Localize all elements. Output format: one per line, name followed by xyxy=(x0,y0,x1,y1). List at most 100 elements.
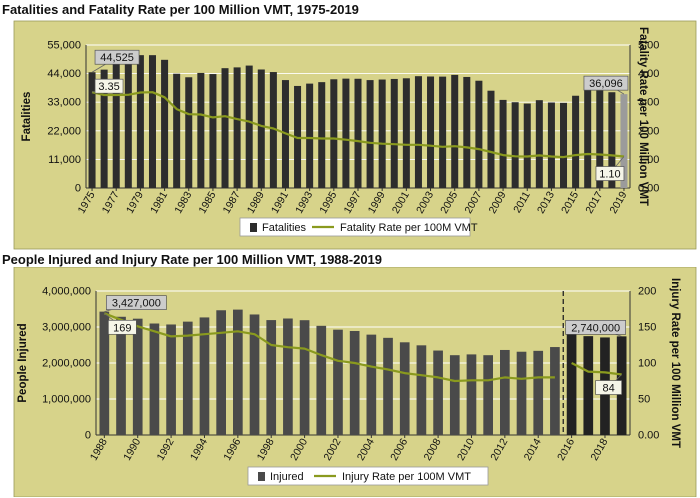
chart-2-y2-tick-label: 150 xyxy=(638,322,656,334)
chart-2-callout-box xyxy=(595,380,623,395)
chart-1-rate-line xyxy=(91,91,625,159)
chart-1-bar xyxy=(523,103,531,188)
chart-1-bar xyxy=(100,69,108,188)
chart-2-bar xyxy=(116,316,126,435)
chart-1-bar xyxy=(257,69,265,188)
chart-1-bar xyxy=(185,77,193,188)
chart-2-injuries: 0 1,000,000 2,000,000 3,000,000 4,000,000 0.0… xyxy=(13,267,697,497)
chart-2-callout-label: 169 xyxy=(113,322,131,334)
chart-1-callout-label: 36,096 xyxy=(589,78,623,90)
chart-2-callout-label: 2,740,000 xyxy=(571,322,620,334)
chart-2-bar xyxy=(166,324,176,435)
chart-1-y-tick-label: 44,000 xyxy=(47,68,81,80)
chart-1-bar xyxy=(161,59,169,188)
chart-1-bar xyxy=(366,80,374,188)
chart-1-y-axis-title: Fatalities xyxy=(21,92,33,142)
chart-1-legend-bar-swatch xyxy=(250,223,257,232)
chart-2-title: People Injured and Injury Rate per 100 M… xyxy=(2,252,383,267)
chart-1-bar xyxy=(124,57,132,188)
chart-2-bar xyxy=(383,337,393,435)
chart-1-y2-tick-label: 0.00 xyxy=(638,183,659,195)
chart-1-bar xyxy=(547,102,555,188)
chart-1-bar xyxy=(572,95,580,188)
chart-2-bar xyxy=(500,349,510,435)
chart-2-legend-bar-label: Injured xyxy=(270,471,304,483)
chart-1-bar xyxy=(233,67,241,188)
chart-1-bar xyxy=(511,102,519,188)
chart-1-bar xyxy=(88,72,96,188)
chart-2-legend-box xyxy=(247,466,489,486)
chart-2-legend-line-label: Injury Rate per 100M VMT xyxy=(342,471,471,483)
chart-1-callout-box xyxy=(583,75,629,91)
chart-2-y-axis-title: People Injured xyxy=(17,323,29,402)
chart-1-y2-axis-title: Fatality Rate per 100 Million VMT xyxy=(637,27,649,206)
chart-2-bar xyxy=(182,321,193,435)
chart-1-bar xyxy=(378,79,386,188)
chart-1-y2-tick-label: 4.00 xyxy=(638,68,659,80)
chart-2-y2-axis-title: Injury Rate per 100 Million VMT xyxy=(669,278,681,448)
chart-2-y-tick-label: 2,000,000 xyxy=(42,358,91,370)
chart-1-bar xyxy=(475,80,483,188)
chart-1-legend-bar-label: Fatalities xyxy=(262,222,307,234)
chart-2-bar xyxy=(583,336,594,435)
chart-2-bar xyxy=(316,325,327,435)
chart-2-bar xyxy=(349,330,360,435)
chart-2-callout-box xyxy=(107,319,137,335)
chart-2-rate-line xyxy=(571,362,622,376)
chart-1-bar xyxy=(402,78,410,188)
chart-1-y-tick-label: 0 xyxy=(75,183,81,195)
chart-1-bar xyxy=(245,65,253,188)
chart-1-bar xyxy=(269,72,277,188)
chart-2-callout-box xyxy=(565,320,627,335)
chart-1-bar xyxy=(209,74,217,188)
chart-2-y-tick-label: 0 xyxy=(85,430,91,442)
chart-2-y-tick-label: 1,000,000 xyxy=(42,394,91,406)
chart-2-bar xyxy=(132,318,143,435)
chart-1-bar xyxy=(330,79,338,188)
chart-2-bar xyxy=(149,323,160,435)
chart-2-bar xyxy=(266,320,277,435)
chart-1-y2-tick-label: 1.00 xyxy=(638,154,659,166)
chart-2-bar xyxy=(433,350,443,435)
chart-1-bar xyxy=(608,92,616,188)
chart-1-bar xyxy=(221,68,229,188)
chart-1-callout-box xyxy=(94,49,140,65)
chart-1-callout-label: 1.10 xyxy=(599,169,620,181)
chart-2-rate-line xyxy=(103,312,555,383)
chart-2-y-tick-label: 4,000,000 xyxy=(42,286,91,298)
chart-2-bar xyxy=(249,314,260,435)
chart-1-callout-label: 44,525 xyxy=(100,52,134,64)
chart-1-title: Fatalities and Fatality Rate per 100 Mil… xyxy=(2,2,359,17)
chart-1-legend-line-label: Fatality Rate per 100M VMT xyxy=(340,222,478,234)
chart-2-y2-tick-label: 200 xyxy=(638,286,656,298)
chart-1-y2-tick-label: 5.00 xyxy=(638,40,659,52)
chart-1-fatalities: 0 11,000 22,000 33,000 44,000 55,000 0.00 1.00 2… xyxy=(13,20,697,250)
chart-1-bar xyxy=(112,63,120,189)
chart-1-bar xyxy=(342,78,350,188)
chart-2-bar xyxy=(550,347,560,435)
chart-1-bar xyxy=(560,102,568,188)
chart-2-bar xyxy=(566,324,577,435)
chart-2-bar xyxy=(333,329,343,435)
chart-2-bar xyxy=(466,354,477,435)
chart-1-bar xyxy=(439,76,447,188)
chart-1-bar xyxy=(463,76,471,188)
chart-1-bar xyxy=(414,76,422,188)
chart-1-bar xyxy=(427,76,435,188)
chart-2-callout-label: 84 xyxy=(603,383,615,395)
chart-1-y-tick-label: 55,000 xyxy=(47,40,81,52)
chart-2-callout-label: 3,427,000 xyxy=(112,298,161,310)
chart-2-bar xyxy=(416,345,427,435)
chart-1-bar xyxy=(596,90,604,188)
chart-2-bar xyxy=(366,334,377,435)
chart-2-y-tick-label: 3,000,000 xyxy=(42,322,91,334)
chart-2-callout-box xyxy=(105,295,167,310)
chart-1-callout-label: 3.35 xyxy=(98,81,119,93)
chart-2-bar xyxy=(216,310,226,435)
chart-1-bar xyxy=(148,55,156,189)
chart-1-bar xyxy=(306,83,314,188)
chart-2-bar xyxy=(99,311,110,435)
chart-1-legend-box xyxy=(239,217,471,237)
chart-2-bar xyxy=(199,317,210,435)
chart-2-bar xyxy=(533,350,544,435)
